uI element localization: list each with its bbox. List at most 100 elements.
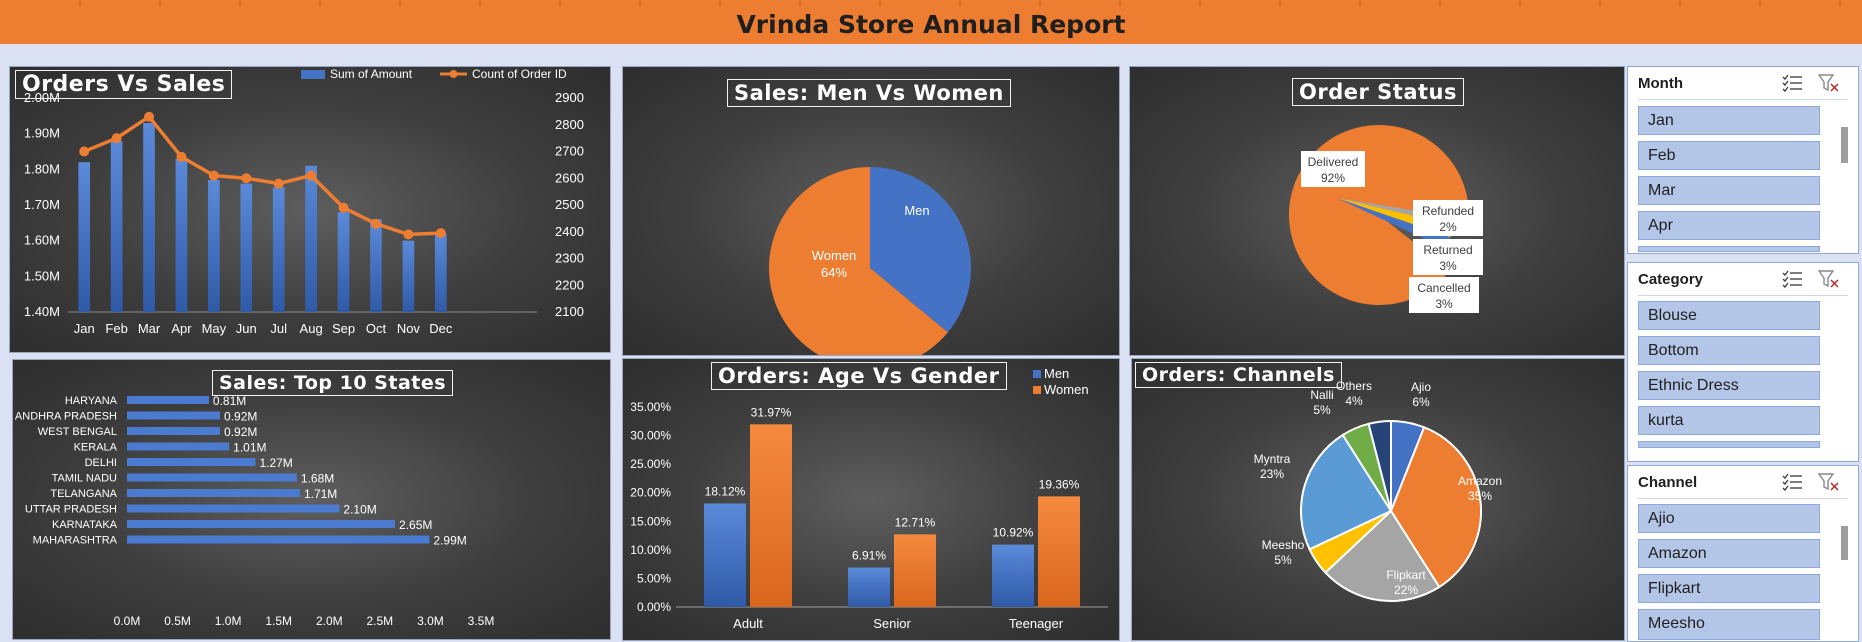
category-slicer-title: Category bbox=[1638, 271, 1704, 288]
bar-sum-of-amount-nov bbox=[402, 240, 415, 312]
state-bar-haryana bbox=[127, 396, 209, 404]
right-axis-tick: 2900 bbox=[555, 90, 584, 105]
bar-sum-of-amount-mar bbox=[143, 122, 155, 312]
x-axis-tick: Sep bbox=[332, 321, 355, 336]
slicer-item-feb[interactable]: Feb bbox=[1638, 141, 1820, 170]
orders-vs-sales-chart: Sum of Amount Count of Order ID 2.00M 1.90M… bbox=[24, 67, 584, 336]
category-slicer[interactable]: Category Blouse Bottom Ethnic Dress kurt… bbox=[1627, 262, 1859, 462]
slicer-item-amazon[interactable]: Amazon bbox=[1638, 539, 1820, 568]
y-axis-tick: 35.00% bbox=[630, 400, 671, 414]
multi-select-icon[interactable] bbox=[1782, 472, 1804, 492]
y-axis-tick: 30.00% bbox=[630, 429, 671, 443]
channel-label-others: Others bbox=[1336, 379, 1372, 393]
age-gender-panel[interactable]: 35.00% 30.00% 25.00% 20.00% 15.00% 10.00% 5.00… bbox=[622, 358, 1120, 641]
point-count-of-order-oct bbox=[370, 218, 381, 229]
y-axis-tick: 10.00% bbox=[630, 543, 671, 557]
value-label-women-teenager: 19.36% bbox=[1039, 477, 1080, 491]
status-label-returned: Returned bbox=[1423, 243, 1472, 257]
order-status-title: Order Status bbox=[1292, 78, 1464, 106]
right-axis-tick: 2400 bbox=[555, 224, 584, 239]
slicer-item-mar[interactable]: Mar bbox=[1638, 176, 1820, 205]
x-axis-tick: 2.5M bbox=[367, 614, 394, 628]
legend-label-men: Men bbox=[1044, 366, 1069, 381]
bar-sum-of-amount-may bbox=[208, 180, 220, 312]
state-value-west-bengal: 0.92M bbox=[224, 425, 257, 439]
state-label-tamil-nadu: TAMIL NADU bbox=[52, 473, 117, 485]
slicer-item-ethnic-dress[interactable]: Ethnic Dress bbox=[1638, 371, 1820, 400]
channel-label-myntra: Myntra bbox=[1254, 452, 1291, 466]
bar-sum-of-amount-sep bbox=[337, 212, 350, 312]
slicer-scrollbar[interactable] bbox=[1841, 526, 1848, 560]
top-states-title: Sales: Top 10 States bbox=[212, 370, 454, 396]
slicer-item-bottom[interactable]: Bottom bbox=[1638, 336, 1820, 365]
channel-pct-flipkart: 22% bbox=[1394, 583, 1418, 597]
channel-pct-nalli: 5% bbox=[1313, 403, 1331, 417]
clear-filter-icon[interactable] bbox=[1818, 472, 1840, 492]
channels-panel[interactable]: Ajio 6% Amazon 35% Flipkart 22% Meesho 5% Myntra… bbox=[1131, 358, 1625, 641]
channel-slicer[interactable]: Channel Ajio Amazon Flipkart Meesho bbox=[1627, 465, 1859, 642]
slicer-item-jan[interactable]: Jan bbox=[1638, 106, 1820, 135]
slicer-divider bbox=[1638, 498, 1848, 499]
slicer-item-apr[interactable]: Apr bbox=[1638, 211, 1820, 240]
state-bar-karnataka bbox=[127, 520, 396, 528]
slicer-divider bbox=[1638, 99, 1848, 100]
slicer-item-partial[interactable] bbox=[1638, 246, 1820, 252]
month-slicer[interactable]: Month Jan Feb Mar Apr bbox=[1627, 66, 1859, 254]
bar-sum-of-amount-oct bbox=[370, 219, 382, 312]
order-status-panel[interactable]: Delivered 92% Refunded 2% Returned 3% Cancelle… bbox=[1129, 66, 1625, 356]
x-axis-tick: Jun bbox=[236, 321, 257, 336]
state-value-uttar-pradesh: 2.10M bbox=[343, 503, 376, 517]
multi-select-icon[interactable] bbox=[1782, 269, 1804, 289]
state-value-delhi: 1.27M bbox=[259, 456, 292, 470]
left-axis-tick: 1.90M bbox=[24, 126, 60, 141]
slicer-item-partial[interactable] bbox=[1638, 441, 1820, 448]
slicer-item-meesho[interactable]: Meesho bbox=[1638, 609, 1820, 640]
clear-filter-icon[interactable] bbox=[1818, 73, 1840, 93]
men-vs-women-panel[interactable]: Men Women 64% Sales: Men Vs Women bbox=[622, 66, 1120, 356]
x-axis-tick: 0.0M bbox=[114, 614, 141, 628]
x-axis-tick: 2.0M bbox=[316, 614, 343, 628]
state-value-telangana: 1.71M bbox=[304, 487, 337, 501]
slicer-scrollbar[interactable] bbox=[1841, 127, 1848, 163]
channels-chart: Ajio6%Amazon35%Flipkart22%Meesho5%Myntra… bbox=[1254, 379, 1502, 602]
top-states-chart: HARYANA 0.81M ANDHRA PRADESH 0.92M WEST BENG… bbox=[15, 394, 494, 628]
state-bar-tamil-nadu bbox=[127, 473, 297, 482]
channel-label-ajio: Ajio bbox=[1411, 380, 1431, 394]
left-axis-tick: 1.50M bbox=[24, 268, 60, 283]
state-label-kerala: KERALA bbox=[74, 442, 118, 454]
y-axis-tick: 5.00% bbox=[637, 571, 671, 585]
clear-filter-icon[interactable] bbox=[1818, 269, 1840, 289]
left-axis-tick: 2.00M bbox=[24, 90, 60, 105]
pie-slice-cancelled bbox=[1337, 198, 1451, 249]
right-axis-tick: 2200 bbox=[555, 277, 584, 292]
state-label-delhi: DELHI bbox=[85, 457, 117, 469]
slicer-item-blouse[interactable]: Blouse bbox=[1638, 301, 1820, 330]
status-label-cancelled: Cancelled bbox=[1417, 281, 1470, 295]
slicer-divider bbox=[1638, 295, 1848, 296]
orders-vs-sales-panel[interactable]: Sum of Amount Count of Order ID 2.00M 1.90M… bbox=[9, 66, 611, 353]
channel-pct-meesho: 5% bbox=[1274, 553, 1292, 567]
channels-title: Orders: Channels bbox=[1135, 362, 1342, 388]
pie-slice-myntra bbox=[1300, 433, 1393, 551]
report-title: Vrinda Store Annual Report bbox=[736, 9, 1126, 39]
bar-sum-of-amount-aug bbox=[305, 165, 317, 312]
channel-label-meesho: Meesho bbox=[1262, 538, 1305, 552]
state-value-maharashtra: 2.99M bbox=[433, 534, 466, 548]
pie-label-women-pct: 64% bbox=[821, 265, 847, 280]
legend-swatch-women bbox=[1033, 386, 1041, 394]
slicer-item-flipkart[interactable]: Flipkart bbox=[1638, 574, 1820, 603]
value-label-women-adult: 31.97% bbox=[751, 405, 792, 419]
bar-women-senior bbox=[894, 534, 936, 607]
state-label-maharashtra: MAHARASHTRA bbox=[33, 535, 118, 547]
state-bar-delhi bbox=[127, 458, 256, 466]
slicer-item-ajio[interactable]: Ajio bbox=[1638, 504, 1820, 533]
state-label-karnataka: KARNATAKA bbox=[52, 519, 118, 531]
pie-slice-amazon bbox=[1389, 426, 1482, 589]
state-value-karnataka: 2.65M bbox=[399, 518, 432, 532]
status-pct-returned: 3% bbox=[1439, 259, 1457, 273]
y-axis-tick: 20.00% bbox=[630, 486, 671, 500]
top-states-panel[interactable]: HARYANA 0.81M ANDHRA PRADESH 0.92M WEST BENG… bbox=[12, 359, 611, 640]
slicer-item-kurta[interactable]: kurta bbox=[1638, 406, 1820, 435]
multi-select-icon[interactable] bbox=[1782, 73, 1804, 93]
state-bar-maharashtra bbox=[127, 535, 430, 544]
